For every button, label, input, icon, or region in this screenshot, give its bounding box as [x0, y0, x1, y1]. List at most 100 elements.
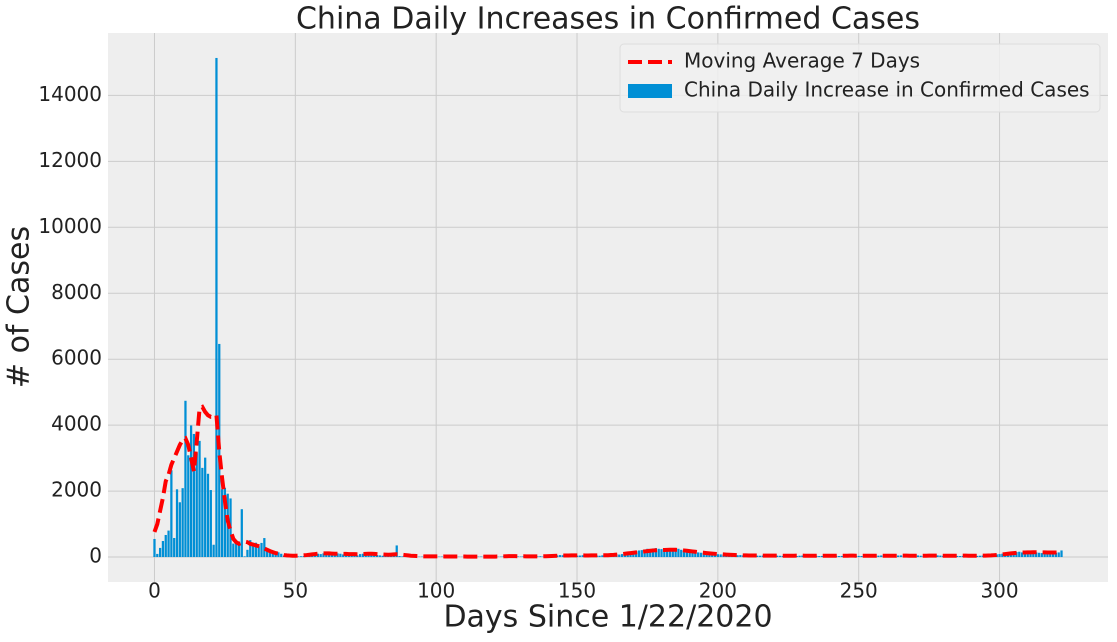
bar: [739, 555, 742, 558]
bar: [666, 549, 669, 558]
x-tick-label: 100: [417, 579, 455, 603]
bar: [266, 550, 269, 558]
bar: [660, 549, 663, 558]
bar: [561, 555, 565, 558]
bar: [916, 555, 919, 558]
legend-label: Moving Average 7 Days: [684, 49, 920, 73]
bar: [158, 547, 162, 558]
bar: [1001, 553, 1004, 558]
bar: [161, 541, 165, 558]
bar: [223, 487, 227, 558]
bar: [1037, 552, 1041, 558]
y-tick-label: 12000: [38, 148, 102, 172]
bar: [1043, 552, 1046, 558]
bar: [1051, 552, 1055, 558]
bar: [235, 541, 238, 558]
bar: [170, 470, 173, 558]
y-tick-label: 2000: [51, 478, 102, 502]
bar: [271, 553, 274, 558]
bar: [880, 555, 883, 558]
y-axis-label: # of Cases: [2, 226, 37, 388]
bar: [350, 555, 353, 558]
bar: [637, 550, 641, 558]
bar: [260, 542, 263, 558]
bar: [756, 555, 759, 558]
bar: [778, 555, 781, 558]
bar: [801, 555, 804, 558]
bar: [220, 489, 224, 558]
bar: [651, 548, 655, 558]
x-tick-label: 250: [840, 579, 878, 603]
bar: [680, 549, 683, 558]
bar: [620, 554, 624, 558]
chart-title: China Daily Increases in Confirmed Cases: [296, 2, 920, 37]
legend: Moving Average 7 Days China Daily Increas…: [619, 43, 1101, 113]
bar: [697, 552, 700, 558]
bar: [598, 555, 601, 558]
bar: [699, 552, 703, 558]
bar: [694, 552, 697, 558]
bar: [175, 489, 179, 558]
bar: [978, 555, 981, 558]
bar: [685, 550, 688, 558]
bar: [691, 551, 694, 558]
x-tick-label: 150: [558, 579, 596, 603]
bar: [975, 555, 979, 558]
bar: [688, 551, 691, 558]
bar: [668, 550, 672, 558]
bar: [246, 549, 249, 558]
bar: [204, 457, 207, 558]
bar: [877, 555, 880, 558]
marks: [152, 57, 1063, 559]
grid: [108, 33, 1108, 582]
bar: [840, 555, 843, 558]
x-tick-label: 0: [148, 579, 161, 603]
bar: [243, 556, 246, 558]
bar: [758, 555, 762, 558]
y-tick-label: 14000: [38, 82, 102, 106]
bar: [395, 545, 398, 558]
bar: [1040, 553, 1043, 558]
legend-label: China Daily Increase in Confirmed Cases: [684, 78, 1090, 102]
bar: [677, 548, 680, 558]
bar: [263, 538, 266, 558]
bar: [299, 556, 303, 558]
bar: [601, 555, 604, 558]
bar: [781, 555, 784, 558]
bar: [198, 440, 201, 558]
bar: [1060, 550, 1063, 558]
y-tick-label: 8000: [51, 280, 102, 304]
bar: [184, 400, 187, 558]
bar: [212, 544, 215, 558]
bar: [316, 553, 319, 558]
bar: [280, 553, 283, 558]
bar: [192, 433, 196, 558]
bar: [330, 554, 334, 558]
legend-box: [619, 43, 1101, 113]
bar: [539, 556, 542, 558]
bar: [401, 556, 404, 558]
bar: [516, 556, 519, 558]
bar: [153, 538, 156, 558]
bar: [857, 555, 860, 558]
bar: [1023, 552, 1027, 558]
bar: [218, 343, 221, 558]
bar: [206, 473, 210, 558]
bar: [775, 555, 779, 558]
plot-area: [108, 33, 1108, 582]
bar: [654, 548, 658, 558]
bar: [1020, 552, 1024, 558]
x-tick-label: 50: [283, 579, 308, 603]
bar: [167, 530, 170, 558]
bar: [939, 555, 942, 558]
bar: [708, 553, 711, 558]
bar: [1049, 552, 1052, 558]
bar: [618, 554, 621, 558]
bar: [277, 552, 280, 558]
moving-average-line: [152, 404, 1062, 559]
bar: [232, 543, 235, 558]
bar: [297, 556, 300, 558]
bar: [818, 556, 821, 558]
bar: [156, 553, 159, 558]
